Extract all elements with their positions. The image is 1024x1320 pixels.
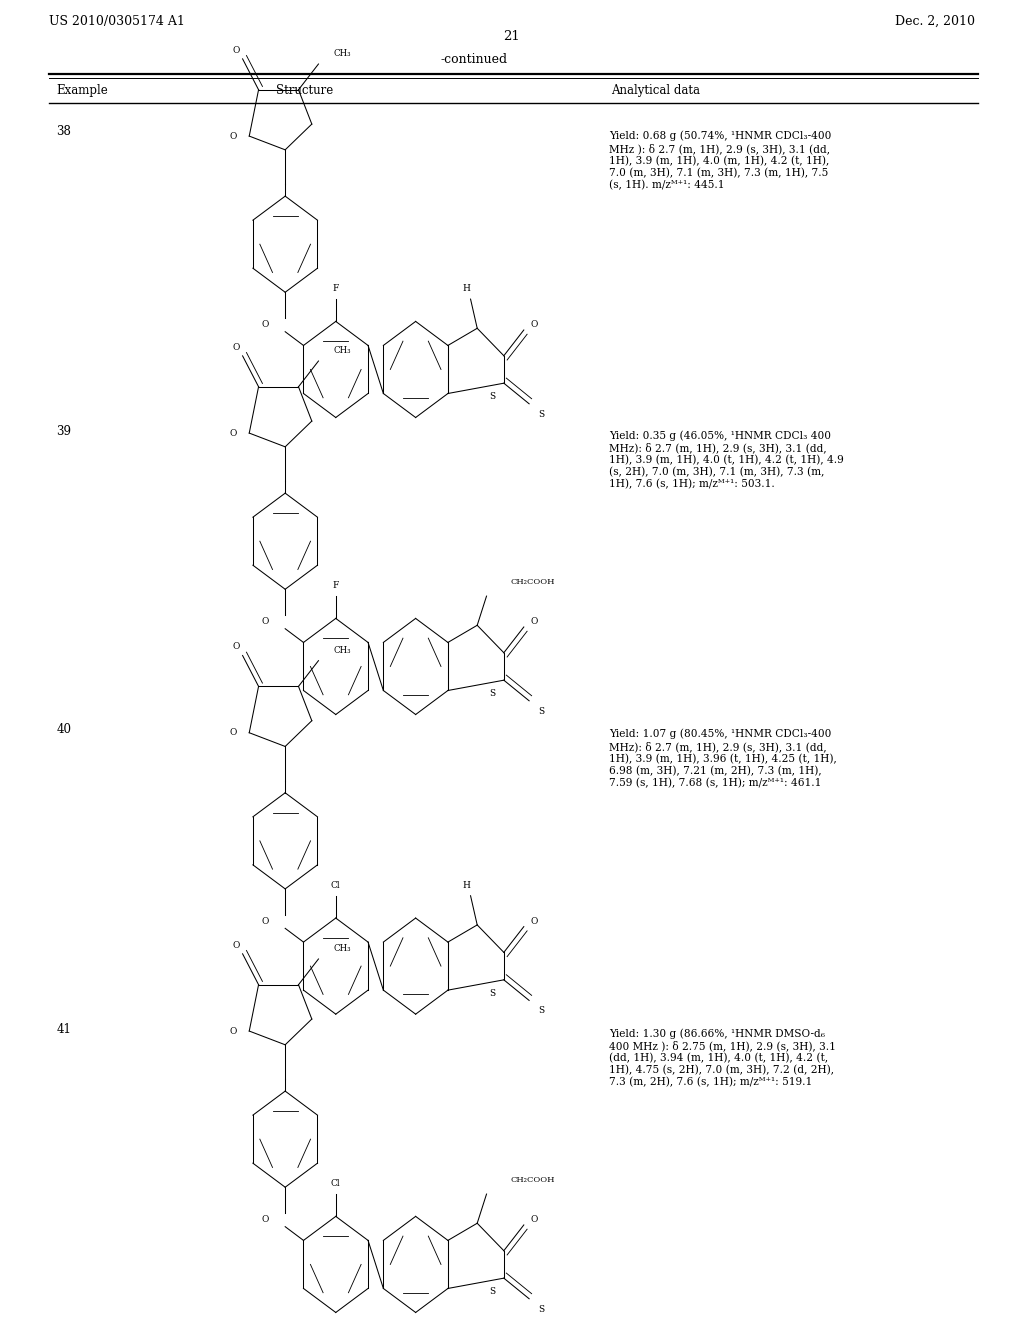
Text: 38: 38 bbox=[56, 125, 72, 139]
Text: F: F bbox=[333, 581, 339, 590]
Text: 40: 40 bbox=[56, 723, 72, 737]
Text: O: O bbox=[530, 1216, 538, 1225]
Text: S: S bbox=[539, 706, 545, 715]
Text: O: O bbox=[229, 429, 237, 438]
Text: O: O bbox=[232, 46, 240, 55]
Text: Cl: Cl bbox=[331, 880, 341, 890]
Text: S: S bbox=[539, 1006, 545, 1015]
Text: S: S bbox=[539, 1304, 545, 1313]
Text: O: O bbox=[229, 1027, 237, 1036]
Text: CH₂COOH: CH₂COOH bbox=[511, 1176, 555, 1184]
Text: 41: 41 bbox=[56, 1023, 72, 1036]
Text: O: O bbox=[229, 729, 237, 738]
Text: CH₃: CH₃ bbox=[333, 944, 351, 953]
Text: H: H bbox=[463, 284, 470, 293]
Text: O: O bbox=[261, 321, 269, 330]
Text: Dec. 2, 2010: Dec. 2, 2010 bbox=[895, 15, 975, 28]
Text: O: O bbox=[530, 321, 538, 330]
Text: Yield: 0.35 g (46.05%, ¹HNMR CDCl₃ 400
MHz): δ 2.7 (m, 1H), 2.9 (s, 3H), 3.1 (dd: Yield: 0.35 g (46.05%, ¹HNMR CDCl₃ 400 M… bbox=[609, 430, 844, 490]
Text: Yield: 0.68 g (50.74%, ¹HNMR CDCl₃-400
MHz ): δ 2.7 (m, 1H), 2.9 (s, 3H), 3.1 (d: Yield: 0.68 g (50.74%, ¹HNMR CDCl₃-400 M… bbox=[609, 131, 831, 190]
Text: CH₃: CH₃ bbox=[333, 645, 351, 655]
Text: O: O bbox=[261, 917, 269, 927]
Text: Cl: Cl bbox=[331, 1179, 341, 1188]
Text: O: O bbox=[261, 1216, 269, 1225]
Text: S: S bbox=[488, 1287, 495, 1296]
Text: O: O bbox=[530, 917, 538, 927]
Text: Yield: 1.30 g (86.66%, ¹HNMR DMSO-d₆
400 MHz ): δ 2.75 (m, 1H), 2.9 (s, 3H), 3.1: Yield: 1.30 g (86.66%, ¹HNMR DMSO-d₆ 400… bbox=[609, 1028, 837, 1088]
Text: O: O bbox=[232, 941, 240, 950]
Text: CH₃: CH₃ bbox=[333, 346, 351, 355]
Text: S: S bbox=[488, 689, 495, 698]
Text: S: S bbox=[539, 409, 545, 418]
Text: Structure: Structure bbox=[276, 84, 334, 98]
Text: O: O bbox=[530, 618, 538, 627]
Text: S: S bbox=[488, 989, 495, 998]
Text: O: O bbox=[229, 132, 237, 141]
Text: Yield: 1.07 g (80.45%, ¹HNMR CDCl₃-400
MHz): δ 2.7 (m, 1H), 2.9 (s, 3H), 3.1 (dd: Yield: 1.07 g (80.45%, ¹HNMR CDCl₃-400 M… bbox=[609, 729, 837, 788]
Text: CH₂COOH: CH₂COOH bbox=[511, 578, 555, 586]
Text: F: F bbox=[333, 284, 339, 293]
Text: CH₃: CH₃ bbox=[333, 49, 351, 58]
Text: O: O bbox=[232, 643, 240, 652]
Text: O: O bbox=[261, 618, 269, 627]
Text: H: H bbox=[463, 880, 470, 890]
Text: -continued: -continued bbox=[440, 53, 508, 66]
Text: 39: 39 bbox=[56, 425, 72, 438]
Text: O: O bbox=[232, 343, 240, 352]
Text: US 2010/0305174 A1: US 2010/0305174 A1 bbox=[49, 15, 185, 28]
Text: 21: 21 bbox=[504, 30, 520, 44]
Text: Example: Example bbox=[56, 84, 109, 98]
Text: S: S bbox=[488, 392, 495, 401]
Text: Analytical data: Analytical data bbox=[611, 84, 700, 98]
